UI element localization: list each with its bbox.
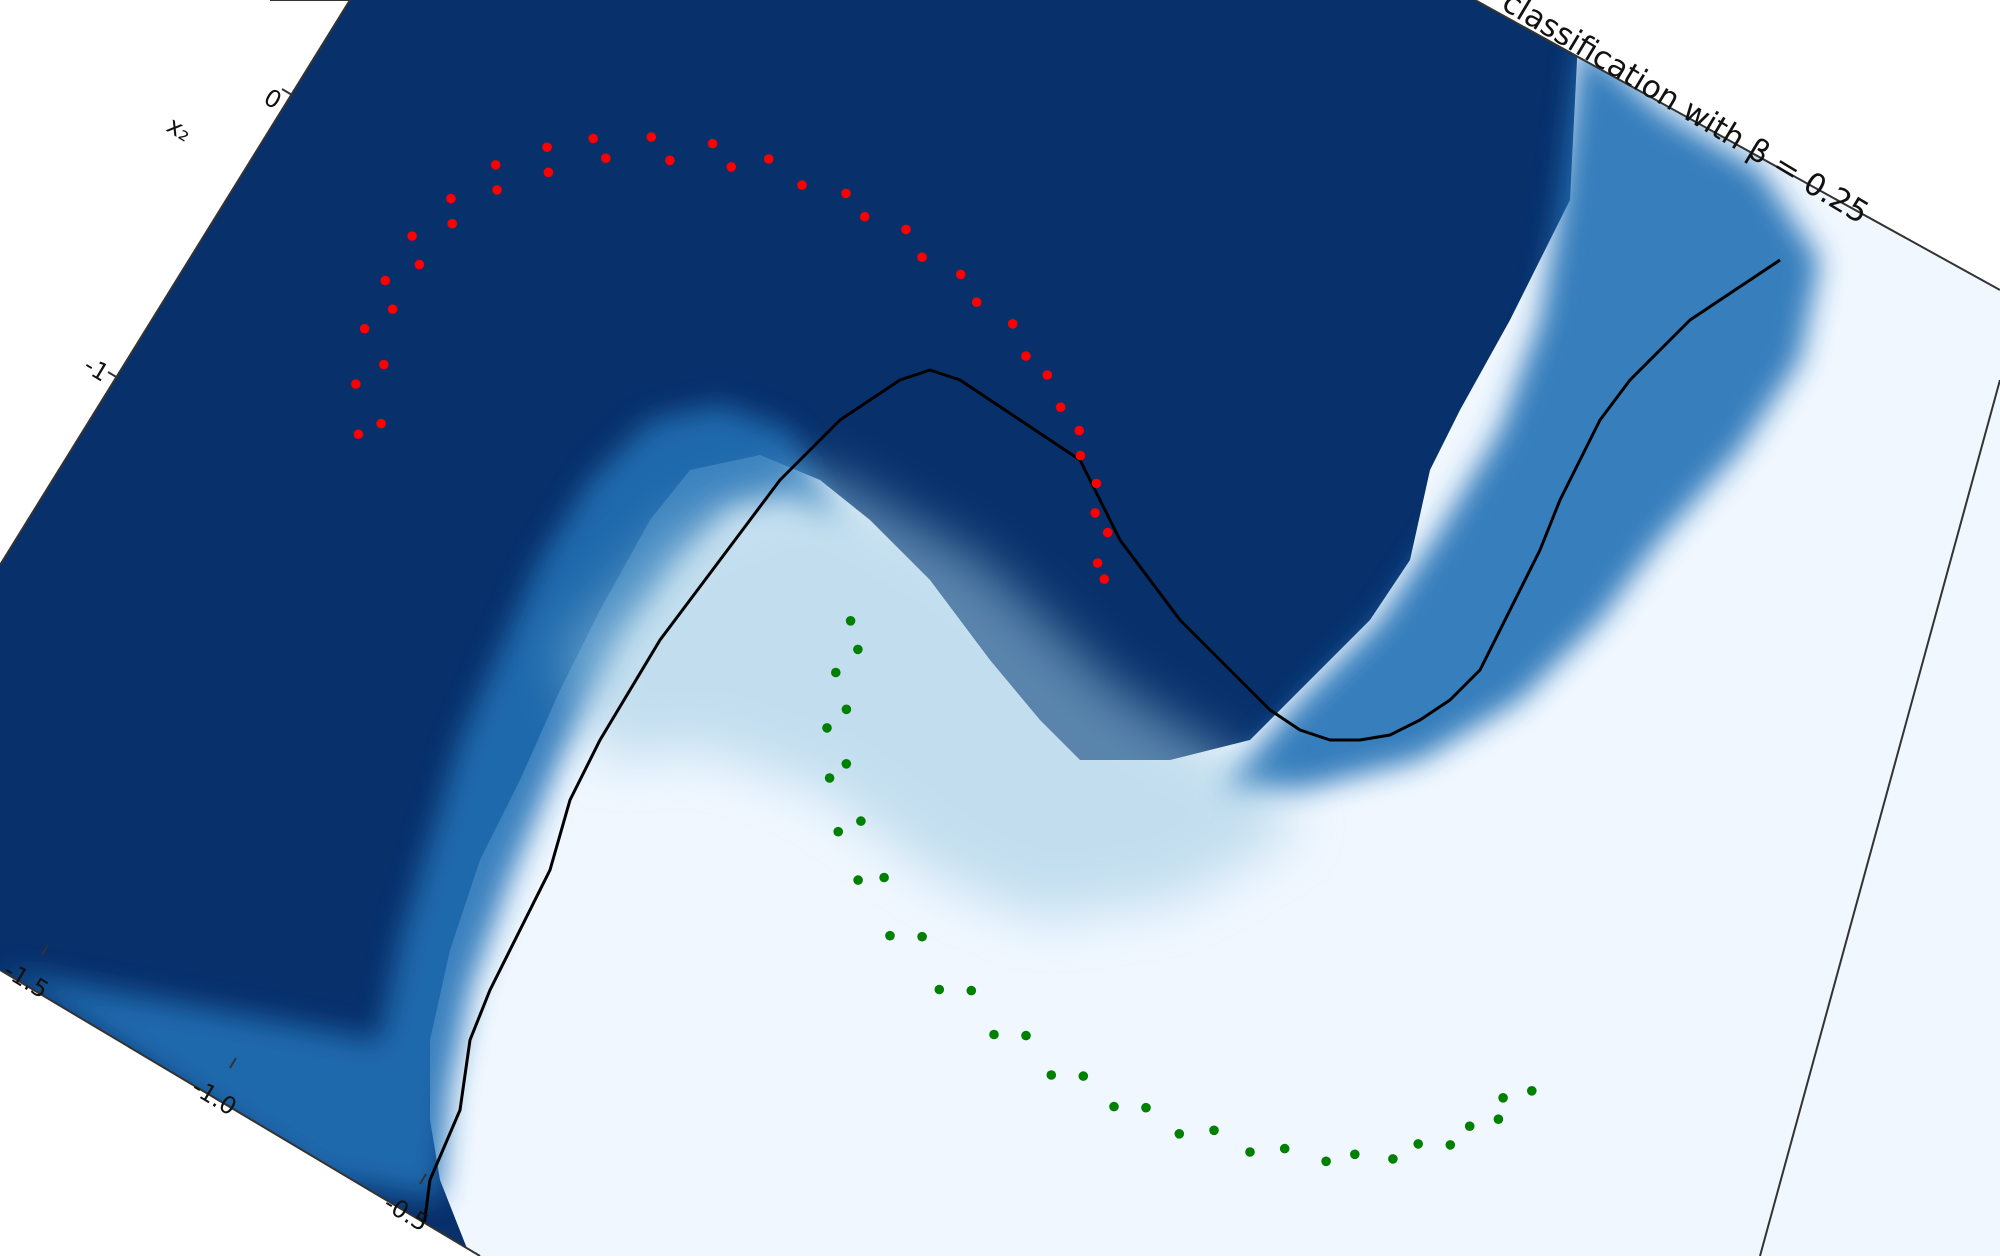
data-point-s1-10 [1109, 1101, 1119, 1112]
data-point-s0-39 [1092, 558, 1103, 568]
decision-boundary [418, 258, 1781, 1256]
data-point-s0-3 [380, 275, 391, 286]
y-tick-label-1: -1 [79, 351, 114, 387]
data-point-s1-5 [853, 875, 863, 885]
data-point-s1-19 [841, 704, 852, 715]
data-point-s0-33 [917, 252, 927, 262]
data-point-s0-28 [601, 153, 611, 163]
data-point-s1-7 [934, 984, 945, 995]
data-point-s0-20 [1099, 574, 1110, 584]
axis-line-right [1474, 0, 2000, 291]
scatter-layer [351, 132, 1537, 1167]
data-point-s0-21 [376, 418, 386, 429]
data-point-s0-26 [492, 185, 502, 195]
data-point-s1-2 [822, 723, 832, 733]
data-point-s0-36 [1055, 402, 1066, 413]
data-point-s0-5 [446, 193, 456, 204]
axis-line-right-lower [1759, 379, 2000, 1257]
data-point-s1-30 [1350, 1149, 1360, 1160]
y-tick-mark-1 [107, 371, 119, 379]
data-point-s1-8 [989, 1029, 999, 1040]
data-point-s0-27 [543, 167, 554, 178]
data-point-s0-13 [901, 224, 911, 235]
data-point-s0-8 [588, 133, 598, 144]
data-point-s1-15 [1445, 1140, 1456, 1150]
axis-line-bottom [0, 969, 481, 1257]
data-point-s1-33 [1498, 1093, 1508, 1103]
data-point-s0-35 [1021, 351, 1031, 361]
data-point-s0-25 [447, 218, 458, 229]
data-point-s1-21 [856, 816, 866, 826]
gradient-band-right [1220, 40, 1820, 790]
data-point-s1-13 [1321, 1156, 1331, 1167]
data-point-s1-20 [841, 759, 852, 769]
data-point-s0-31 [797, 180, 807, 190]
data-point-s1-26 [1078, 1071, 1089, 1081]
data-point-s1-0 [845, 616, 856, 626]
data-point-s1-11 [1174, 1129, 1185, 1139]
data-point-s0-10 [707, 138, 718, 149]
class-region-dark [0, 0, 1580, 1256]
data-point-s0-17 [1074, 425, 1084, 436]
data-point-s0-16 [1042, 370, 1053, 380]
x-tick-mark-1 [229, 1057, 237, 1069]
data-point-s1-32 [1464, 1121, 1475, 1131]
data-point-s1-1 [831, 667, 841, 678]
data-point-s1-24 [966, 985, 977, 996]
data-point-s0-12 [841, 188, 851, 199]
data-point-s1-31 [1413, 1139, 1423, 1149]
data-point-s0-38 [1090, 508, 1100, 518]
x-tick-mark-2 [419, 1173, 427, 1185]
data-point-s1-4 [833, 826, 843, 837]
data-point-s0-34 [971, 297, 982, 308]
data-point-s0-29 [665, 155, 675, 166]
data-point-s0-24 [414, 259, 425, 270]
data-point-s0-32 [859, 211, 870, 222]
data-point-s1-17 [1527, 1086, 1537, 1096]
x-tick-mark-0 [41, 944, 49, 956]
data-point-s1-14 [1388, 1154, 1398, 1164]
data-point-s0-18 [1091, 478, 1102, 489]
data-point-s1-12 [1245, 1147, 1255, 1157]
data-point-s0-15 [1007, 319, 1018, 329]
data-point-s0-0 [353, 429, 364, 440]
data-point-s0-23 [387, 304, 398, 315]
data-point-s0-2 [359, 323, 370, 334]
data-point-s0-6 [490, 160, 501, 170]
data-point-s1-28 [1209, 1125, 1219, 1136]
data-point-s1-27 [1141, 1102, 1151, 1113]
data-point-s1-29 [1279, 1143, 1290, 1154]
data-point-s1-16 [1493, 1114, 1504, 1124]
data-point-s0-11 [763, 154, 774, 164]
data-point-s1-9 [1046, 1070, 1057, 1080]
data-point-s1-25 [1021, 1030, 1031, 1041]
data-point-s1-22 [879, 872, 889, 883]
y-tick-mark-0 [281, 88, 293, 96]
data-point-s1-6 [885, 930, 895, 941]
data-point-s0-22 [379, 359, 389, 370]
data-point-s0-1 [351, 379, 361, 389]
data-point-s0-19 [1102, 527, 1113, 538]
data-point-s1-23 [917, 931, 927, 942]
gradient-fade [560, 470, 1300, 920]
data-point-s0-9 [646, 132, 657, 142]
data-point-s0-4 [407, 231, 417, 241]
data-point-s1-18 [853, 644, 863, 655]
data-point-s0-37 [1075, 450, 1086, 461]
data-point-s0-14 [955, 269, 966, 280]
data-point-s0-30 [726, 162, 737, 172]
data-point-s0-7 [542, 142, 552, 152]
y-axis-label: x₂ [162, 111, 197, 147]
data-point-s1-3 [824, 773, 835, 783]
